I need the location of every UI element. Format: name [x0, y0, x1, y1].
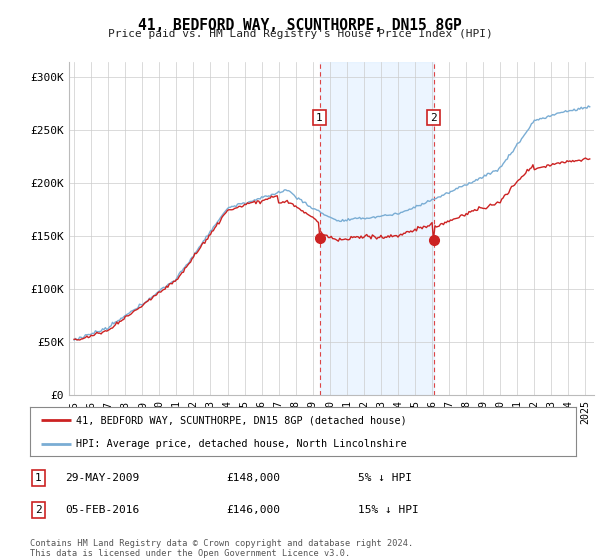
Text: Price paid vs. HM Land Registry's House Price Index (HPI): Price paid vs. HM Land Registry's House …: [107, 29, 493, 39]
Text: 2: 2: [35, 505, 41, 515]
Text: 29-MAY-2009: 29-MAY-2009: [65, 473, 140, 483]
Text: Contains HM Land Registry data © Crown copyright and database right 2024.
This d: Contains HM Land Registry data © Crown c…: [30, 539, 413, 558]
Text: 5% ↓ HPI: 5% ↓ HPI: [358, 473, 412, 483]
Text: 1: 1: [35, 473, 41, 483]
Text: 1: 1: [316, 113, 323, 123]
Bar: [320, 62, 434, 395]
Text: 2: 2: [430, 113, 437, 123]
Text: £148,000: £148,000: [227, 473, 281, 483]
Text: £146,000: £146,000: [227, 505, 281, 515]
Text: 15% ↓ HPI: 15% ↓ HPI: [358, 505, 418, 515]
Text: 41, BEDFORD WAY, SCUNTHORPE, DN15 8GP (detached house): 41, BEDFORD WAY, SCUNTHORPE, DN15 8GP (d…: [76, 416, 407, 426]
Text: 05-FEB-2016: 05-FEB-2016: [65, 505, 140, 515]
Text: 41, BEDFORD WAY, SCUNTHORPE, DN15 8GP: 41, BEDFORD WAY, SCUNTHORPE, DN15 8GP: [138, 18, 462, 33]
Text: HPI: Average price, detached house, North Lincolnshire: HPI: Average price, detached house, Nort…: [76, 439, 407, 449]
